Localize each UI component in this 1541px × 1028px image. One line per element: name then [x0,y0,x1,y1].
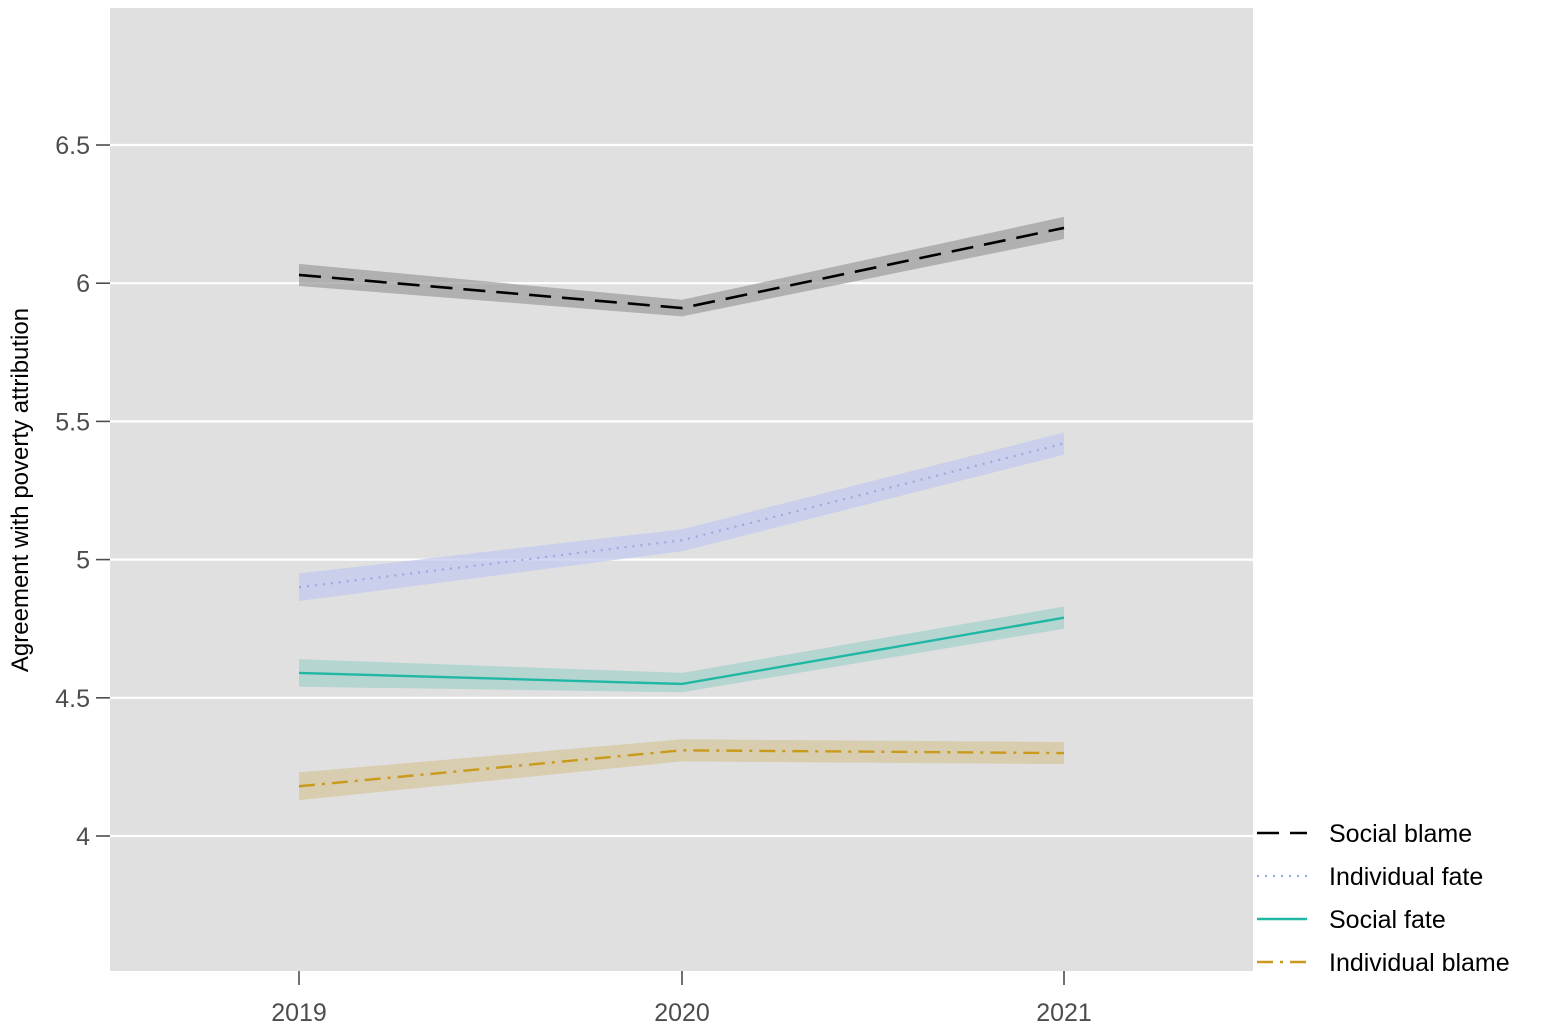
confidence-bands [299,216,1064,801]
y-tick-label: 5.5 [55,408,90,436]
band-social-fate [299,606,1064,693]
y-tick-label: 5 [76,547,90,575]
y-tick-label: 6 [76,270,90,298]
line-individual-blame [298,749,1065,788]
y-tick-label: 4.5 [55,685,90,713]
plot-panel [110,8,1253,971]
axes: 4 4.5 5 5.5 6 6.5 2019 2020 2021 [55,132,1092,1027]
x-tick-label: 2019 [271,999,327,1027]
series-lines [298,226,1065,788]
legend-label: Individual fate [1329,863,1483,891]
y-tick-label: 6.5 [55,132,90,160]
band-individual-fate [299,432,1064,602]
legend-label: Individual blame [1329,949,1510,977]
legend-label: Social blame [1329,820,1472,848]
band-individual-blame [299,739,1064,801]
y-tick-label: 4 [76,823,90,851]
legend-label: Social fate [1329,906,1446,934]
band-social-blame [299,216,1064,317]
legend: Social blame Individual fate Social fate In… [1257,820,1510,977]
x-tick-label: 2020 [654,999,710,1027]
x-tick-label: 2021 [1036,999,1092,1027]
y-axis-title: Agreement with poverty attribution [7,308,34,672]
